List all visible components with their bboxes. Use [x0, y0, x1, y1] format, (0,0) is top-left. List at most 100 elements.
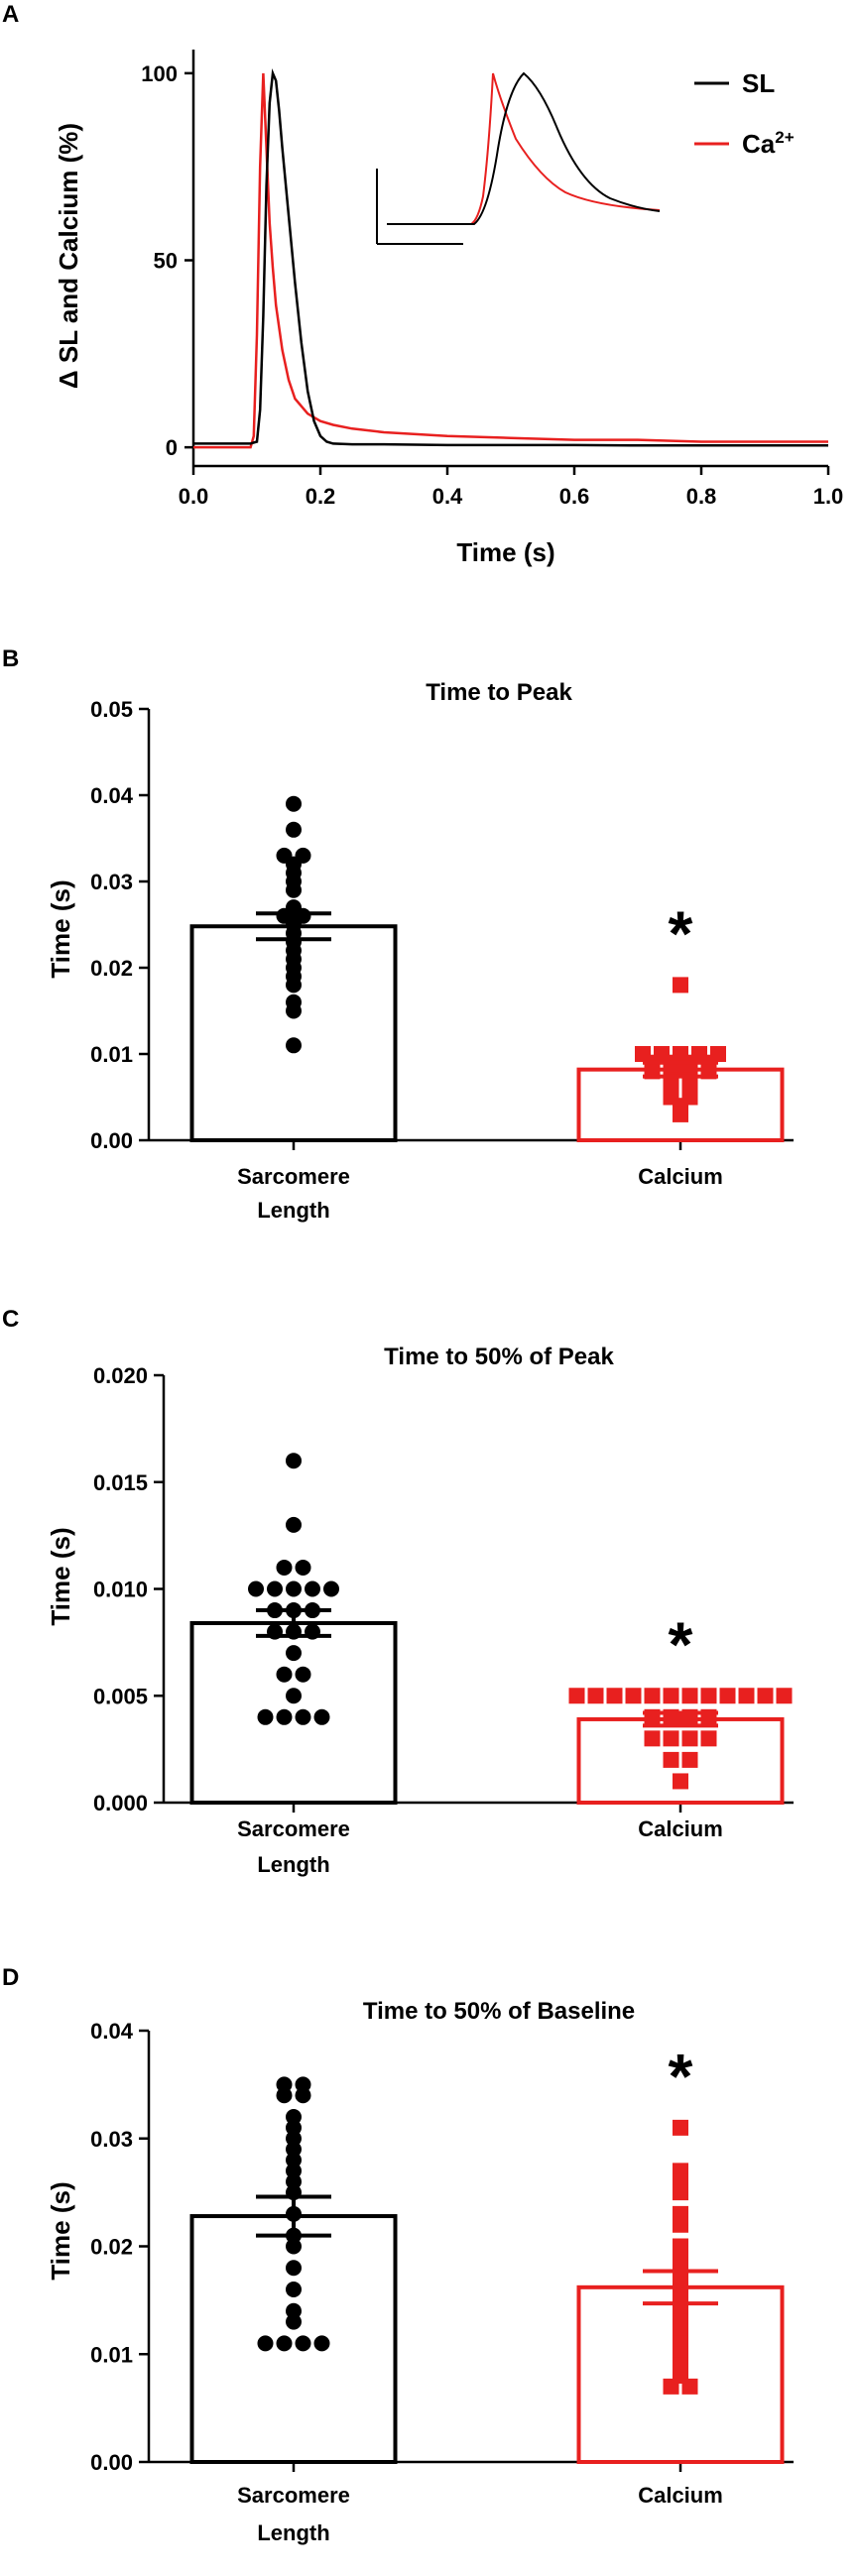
panel-c-data-point-calcium	[568, 1688, 585, 1704]
panel-a-x-axis-title: Time (s)	[456, 537, 554, 567]
panel-d-y-tick-label: 0.00	[90, 2450, 133, 2475]
panel-a-inset	[376, 71, 661, 245]
panel-c-y-tick-label: 0.005	[93, 1684, 148, 1708]
panel-b-y-tick-label: 0.02	[90, 956, 133, 981]
panel-d-data-point-calcium	[673, 2184, 688, 2201]
panel-c-data-point-sarcomere	[257, 1708, 274, 1725]
panel-letter-d: D	[2, 1964, 19, 1991]
panel-c-bar-chart: C Time to 50% of Peak Time (s) 0.000 0.00…	[2, 1306, 794, 1877]
panel-b-y-tick-label: 0.03	[90, 870, 133, 894]
panel-d-data-point-sarcomere	[286, 2313, 302, 2330]
panel-b-data-point-sarcomere	[286, 821, 302, 838]
panel-c-data-point-sarcomere	[286, 1581, 302, 1597]
panel-c-data-point-sarcomere	[276, 1666, 293, 1683]
panel-b-y-tick-label: 0.01	[90, 1042, 133, 1067]
panel-b-data-point-sarcomere	[286, 1037, 302, 1054]
panel-c-y-tick-label: 0.020	[93, 1363, 148, 1388]
panel-b-plot: 0.00 0.01 0.02 0.03 0.04 0.05 *	[90, 697, 794, 1153]
panel-b-data-point-sarcomere	[286, 1002, 302, 1019]
panel-d-data-point-sarcomere	[286, 2282, 302, 2297]
panel-c-data-point-calcium	[663, 1751, 679, 1768]
panel-c-data-point-sarcomere	[248, 1581, 264, 1597]
panel-d-y-tick-label: 0.01	[90, 2342, 133, 2367]
panel-c-y-tick-label: 0.015	[93, 1470, 148, 1495]
panel-a-y-tick-label: 100	[141, 61, 178, 86]
panel-a-legend: SL Ca2+	[694, 68, 795, 159]
panel-d-data-point-calcium	[673, 2119, 688, 2136]
panel-c-data-point-sarcomere	[286, 1453, 302, 1469]
panel-c-title: Time to 50% of Peak	[384, 1344, 614, 1370]
panel-c-plot: 0.000 0.005 0.010 0.015 0.020 *	[93, 1363, 794, 1815]
panel-b-data-point-sarcomere	[286, 977, 302, 994]
panel-b-y-axis-title: Time (s)	[46, 879, 75, 978]
panel-c-data-point-calcium	[681, 1730, 698, 1747]
panel-c-data-point-calcium	[644, 1688, 661, 1704]
panel-c-data-point-sarcomere	[295, 1708, 311, 1725]
panel-d-title: Time to 50% of Baseline	[363, 1998, 635, 2025]
panel-d-data-point-sarcomere	[286, 2238, 302, 2255]
panel-c-data-point-calcium	[700, 1730, 717, 1747]
panel-a-x-tick-label: 0.2	[306, 484, 336, 509]
panel-c-data-point-calcium	[757, 1688, 774, 1704]
panel-c-data-point-sarcomere	[313, 1708, 330, 1725]
panel-c-data-point-calcium	[644, 1730, 661, 1747]
panel-c-category-1-line2: Length	[257, 1852, 329, 1877]
panel-b-y-tick-label: 0.04	[90, 783, 134, 808]
panel-c-data-point-calcium	[673, 1773, 688, 1790]
panel-a-y-tick-label: 0	[166, 435, 178, 460]
panel-a-y-tick-label: 50	[154, 249, 178, 274]
panel-c-data-point-sarcomere	[295, 1666, 311, 1683]
panel-b-category-1-line1: Sarcomere	[237, 1164, 350, 1189]
panel-c-data-point-calcium	[663, 1730, 679, 1747]
panel-b-data-point-calcium	[673, 1106, 688, 1122]
panel-d-y-tick-label: 0.03	[90, 2127, 133, 2152]
panel-b-category-1-line2: Length	[257, 1198, 329, 1223]
panel-b-y-tick-label: 0.00	[90, 1128, 133, 1153]
panel-c-data-point-sarcomere	[295, 1559, 311, 1576]
panel-d-data-point-sarcomere	[276, 2335, 293, 2352]
panel-b-bar-chart: B Time to Peak Time (s) 0.00 0.01 0.02 0.03…	[2, 645, 794, 1223]
panel-c-data-point-sarcomere	[276, 1708, 293, 1725]
panel-c-data-point-sarcomere	[267, 1581, 283, 1597]
panel-c-y-tick-label: 0.000	[93, 1791, 148, 1815]
panel-d-y-tick-label: 0.02	[90, 2235, 133, 2260]
panel-d-significance-marker: *	[669, 2041, 693, 2112]
panel-d-data-point-calcium	[663, 2378, 679, 2395]
panel-d-data-point-sarcomere	[286, 2260, 302, 2277]
panel-c-data-point-calcium	[587, 1688, 604, 1704]
panel-c-data-point-calcium	[776, 1688, 793, 1704]
panel-c-category-2-line1: Calcium	[638, 1816, 723, 1841]
panel-c-data-point-calcium	[681, 1751, 698, 1768]
panel-d-y-tick-label: 0.04	[90, 2019, 134, 2044]
panel-a-y-axis-title: Δ SL and Calcium (%)	[54, 123, 83, 389]
legend-sl-label: SL	[742, 68, 775, 98]
panel-c-data-point-sarcomere	[276, 1559, 293, 1576]
panel-letter-b: B	[2, 645, 19, 672]
panel-c-data-point-sarcomere	[323, 1581, 339, 1597]
panel-d-y-axis-title: Time (s)	[46, 2181, 75, 2280]
panel-c-data-point-calcium	[681, 1688, 698, 1704]
panel-letter-c: C	[2, 1306, 19, 1333]
panel-c-data-point-calcium	[606, 1688, 623, 1704]
panel-letter-a: A	[2, 1, 19, 28]
panel-d-category-1-line1: Sarcomere	[237, 2483, 350, 2508]
panel-c-data-point-calcium	[719, 1688, 736, 1704]
panel-a-series-lines	[193, 67, 828, 449]
panel-a-x-tick-label: 0.8	[686, 484, 717, 509]
panel-a-x-tick-label: 0.4	[432, 484, 463, 509]
panel-b-data-point-sarcomere	[286, 795, 302, 812]
panel-c-y-axis-title: Time (s)	[46, 1527, 75, 1625]
legend-ca-label: Ca2+	[742, 128, 795, 159]
panel-c-data-point-sarcomere	[286, 1516, 302, 1533]
panel-c-data-point-calcium	[700, 1688, 717, 1704]
panel-c-data-point-sarcomere	[286, 1645, 302, 1662]
panel-b-data-point-sarcomere	[286, 881, 302, 898]
panel-c-data-point-calcium	[738, 1688, 755, 1704]
panel-a-x-tick-label: 0.6	[559, 484, 590, 509]
panel-d-category-1-line2: Length	[257, 2520, 329, 2545]
inset-ca-trace	[387, 72, 661, 225]
panel-b-title: Time to Peak	[426, 679, 572, 706]
panel-d-data-point-calcium	[681, 2378, 698, 2395]
panel-a-x-tick-label: 1.0	[813, 484, 844, 509]
